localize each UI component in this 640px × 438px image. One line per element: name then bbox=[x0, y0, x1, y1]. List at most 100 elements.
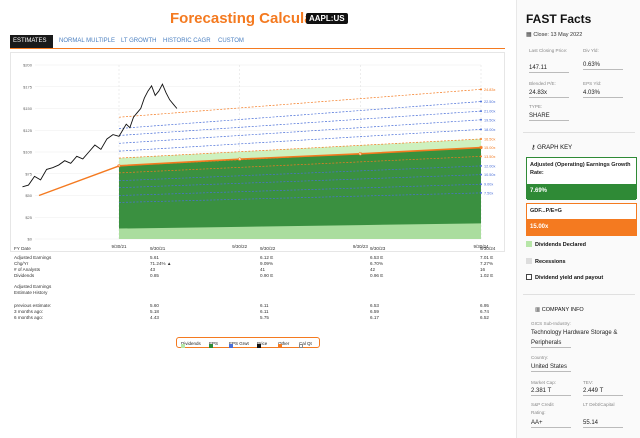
calculator-tabs: ESTIMATES NORMAL MULTIPLE LT GROWTH HIST… bbox=[10, 35, 505, 49]
fy-date-cell: 9/30/23 bbox=[370, 246, 386, 251]
sub-industry-value-1: Technology Hardware Storage & bbox=[531, 330, 618, 336]
x-tick-label: 9/30/22 bbox=[232, 244, 248, 249]
tab-historic-cagr[interactable]: HISTORIC CAGR bbox=[163, 38, 211, 44]
y-tick-label: $50 bbox=[25, 193, 32, 198]
table-row: previous estimate: 5.60 6.11 6.53 6.95 bbox=[14, 303, 504, 309]
legend-item-price[interactable]: Price bbox=[257, 341, 268, 348]
dividend-yield-swatch bbox=[526, 274, 532, 280]
sp-rating-value: AA+ bbox=[531, 420, 571, 428]
key-recessions-label: Recessions bbox=[535, 259, 566, 265]
table-row: 6 months ago: 4.43 5.75 6.17 6.52 bbox=[14, 315, 504, 321]
cell: 6.53 bbox=[370, 303, 379, 308]
pe-multiple-label: 15.00x bbox=[484, 146, 496, 150]
legend-label: Price bbox=[257, 341, 268, 346]
row-label: Chg/Yr bbox=[14, 261, 29, 266]
pe-key: GDF...P/E=G 15.00x bbox=[526, 203, 637, 236]
sp-rating-label-1: S&P Credit bbox=[531, 402, 554, 407]
legend-swatch bbox=[278, 344, 282, 348]
pe-multiple-label: 24.83x bbox=[484, 88, 496, 92]
pe-multiple-point bbox=[480, 173, 482, 176]
fy-date-row: FY Date 9/30/21 9/30/22 9/30/23 9/30/24 bbox=[14, 246, 504, 252]
recession-swatch bbox=[526, 258, 532, 264]
earnings-growth-key: Adjusted (Operating) Earnings Growth Rat… bbox=[526, 157, 637, 200]
legend-item-eps-grwt[interactable]: EPS Grwt bbox=[229, 341, 249, 348]
cell: 6.52 bbox=[480, 315, 489, 320]
div-yld-value: 0.63% bbox=[583, 62, 623, 70]
cell: 41 bbox=[260, 267, 266, 272]
key-icon: ⚷ bbox=[531, 145, 538, 151]
cell: 6.11 bbox=[260, 303, 269, 308]
type-label: TYPE: bbox=[529, 104, 543, 109]
cell: 0.96 E bbox=[370, 273, 384, 278]
cell: 0.85 bbox=[150, 273, 159, 278]
history-heading: Estimate History bbox=[14, 290, 504, 296]
forecasting-panel: Forecasting Calculators AAPL:US ESTIMATE… bbox=[10, 10, 505, 348]
pe-multiple-line bbox=[118, 183, 482, 196]
pe-multiple-label: 10.50x bbox=[484, 173, 496, 177]
fast-facts-title: FAST Facts bbox=[526, 12, 592, 26]
pe-multiple-line bbox=[118, 156, 482, 174]
company-info-title-text: COMPANY INFO bbox=[541, 307, 584, 313]
legend-item-eps[interactable]: EPS bbox=[209, 341, 218, 348]
legend-label: EPS Grwt bbox=[229, 341, 249, 346]
sp-rating-label-2: Rating: bbox=[531, 410, 546, 415]
tev-label: TEV: bbox=[583, 380, 594, 385]
sub-industry-label: GICS Sub-Industry: bbox=[531, 321, 571, 326]
pe-multiple-label: 16.50x bbox=[484, 137, 496, 141]
type-value: SHARE bbox=[529, 113, 569, 121]
legend-item-cal-qt[interactable]: Cal Qt bbox=[299, 341, 312, 348]
legend-swatch bbox=[209, 344, 213, 348]
pe-multiple-label: 21.00x bbox=[484, 110, 496, 114]
earnings-growth-label: Adjusted (Operating) Earnings Growth Rat… bbox=[527, 158, 636, 184]
pe-multiple-point bbox=[480, 155, 482, 158]
tab-custom[interactable]: CUSTOM bbox=[218, 38, 244, 44]
row-label: Adjusted Earnings bbox=[14, 255, 52, 260]
history-heading: Adjusted Earnings bbox=[14, 284, 504, 290]
pe-multiple-line bbox=[118, 147, 482, 167]
table-row: Adjusted Earnings 5.61 6.12 E 6.53 E 7.0… bbox=[14, 255, 504, 261]
key-dividend-yield-label: Dividend yield and payout bbox=[535, 275, 604, 281]
x-tick-label: 9/30/21 bbox=[111, 244, 127, 249]
x-tick-label: 9/30/24 bbox=[473, 244, 489, 249]
y-tick-label: $125 bbox=[23, 128, 33, 133]
fy-date-cell: 9/30/22 bbox=[260, 246, 276, 251]
key-dividend-yield: Dividend yield and payout bbox=[526, 274, 603, 281]
row-label: 3 months ago: bbox=[14, 309, 44, 314]
pe-multiple-line bbox=[118, 165, 482, 182]
cell: 5.18 bbox=[150, 309, 159, 314]
cell: 6.11 bbox=[260, 309, 269, 314]
cell: 4.43 bbox=[150, 315, 159, 320]
fy-date-cell: 9/30/21 bbox=[150, 246, 166, 251]
close-date-text: Close: 13 May 2022 bbox=[533, 32, 583, 38]
chart-legend: Dividends EPS EPS Grwt Price Other Cal Q… bbox=[176, 337, 320, 348]
chart-svg: $0 $25 $50 $75 $100 $125 $150 $175 $200 9/30/21 9/… bbox=[22, 63, 496, 249]
last-price-value: 147.11 bbox=[529, 65, 569, 73]
cell: 6.12 E bbox=[260, 255, 274, 260]
cell: 0.90 E bbox=[260, 273, 274, 278]
row-label: Dividends bbox=[14, 273, 35, 278]
row-label: 6 months ago: bbox=[14, 315, 44, 320]
pe-multiple-label: 19.50x bbox=[484, 118, 496, 122]
pe-multiple-point bbox=[480, 128, 482, 131]
cell: 43 bbox=[150, 267, 156, 272]
legend-label: Other bbox=[278, 341, 290, 346]
pe-multiple-point bbox=[480, 118, 482, 121]
cell: 5.61 bbox=[150, 255, 159, 260]
legend-label: Dividends bbox=[181, 341, 201, 346]
tab-lt-growth[interactable]: LT GROWTH bbox=[121, 38, 157, 44]
pe-key-label: GDF...P/E=G bbox=[527, 204, 636, 219]
pe-multiple-point bbox=[480, 191, 482, 194]
cell: 16 bbox=[480, 267, 486, 272]
legend-item-dividends[interactable]: Dividends bbox=[181, 341, 201, 348]
pe-multiple-point bbox=[480, 137, 482, 140]
divider bbox=[523, 294, 635, 295]
calendar-icon: ▦ bbox=[526, 32, 534, 38]
cell: 42 bbox=[370, 267, 376, 272]
tab-normal-multiple[interactable]: NORMAL MULTIPLE bbox=[59, 38, 116, 44]
cell: 5.75 bbox=[260, 315, 269, 320]
company-info-title: ▥ COMPANY INFO bbox=[535, 307, 584, 313]
history-heading-line2: Estimate History bbox=[14, 290, 48, 295]
tab-estimates[interactable]: ESTIMATES bbox=[10, 35, 53, 48]
pe-multiple-line bbox=[118, 138, 482, 159]
legend-item-other[interactable]: Other bbox=[278, 341, 290, 348]
